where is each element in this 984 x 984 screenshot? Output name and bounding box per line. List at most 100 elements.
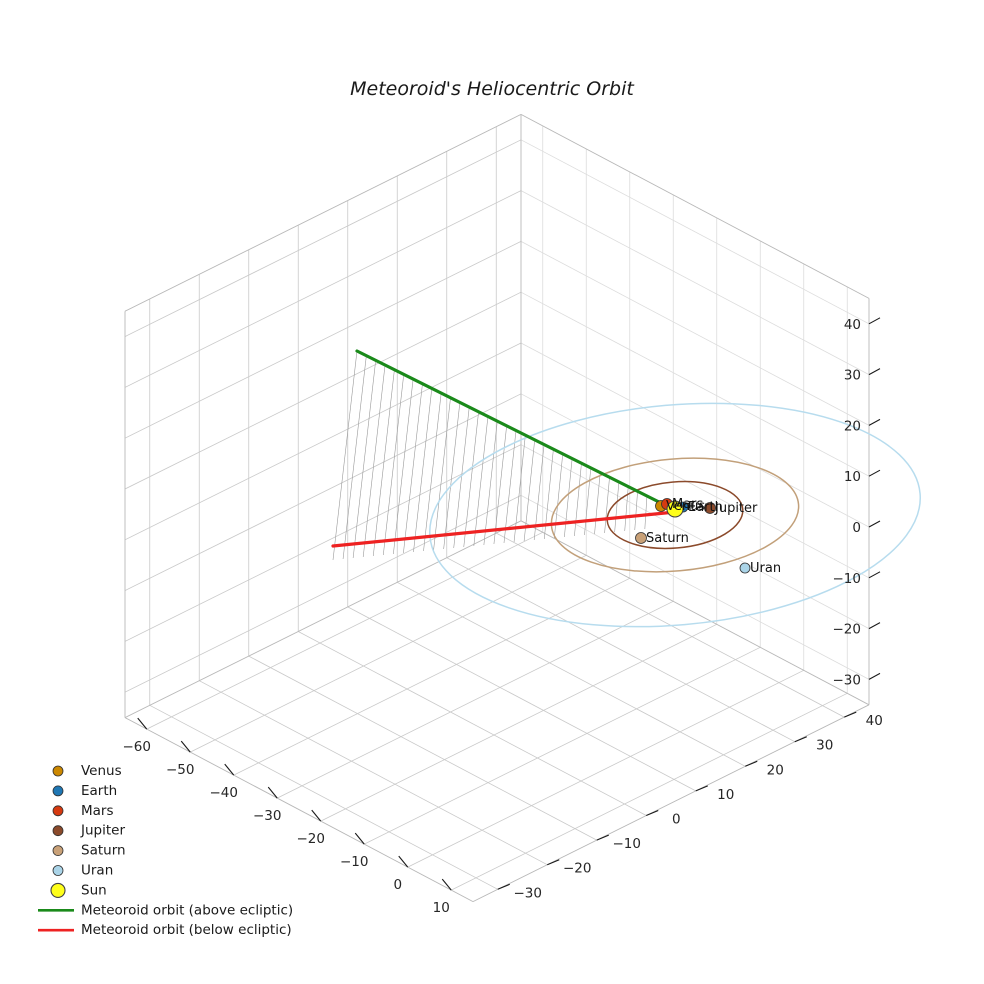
meteoroid-stem (574, 463, 582, 537)
y-tick-label: −10 (613, 836, 642, 852)
meteoroid-stem (463, 411, 479, 548)
z-tick-label: 30 (844, 368, 861, 384)
grid-floor-y (199, 680, 548, 866)
z-tickmark (868, 469, 881, 477)
x-tick-label: −30 (253, 808, 282, 824)
x-tick-label: −20 (297, 831, 326, 847)
body-marker-saturn (635, 532, 647, 544)
z-tickmark (868, 368, 881, 376)
z-tickmark (868, 622, 881, 630)
z-tick-label: −10 (833, 571, 862, 587)
legend-marker-uran[interactable] (52, 865, 64, 876)
pane-edge (124, 717, 474, 902)
x-tickmark (311, 809, 322, 822)
x-tickmark (441, 878, 452, 891)
meteoroid-stem (513, 435, 526, 543)
legend-marker-mars[interactable] (52, 805, 64, 817)
legend-marker-earth[interactable] (52, 785, 64, 797)
z-tick-label: −30 (833, 672, 862, 688)
x-tick-label: 10 (433, 900, 450, 916)
x-tickmark (354, 832, 365, 845)
grid-floor-y (298, 631, 647, 816)
z-tickmark (868, 520, 881, 528)
body-label-venus: Venus (666, 499, 705, 514)
meteoroid-stem (634, 491, 638, 531)
y-tick-label: −20 (563, 861, 592, 877)
meteoroid-stem (533, 444, 545, 541)
meteoroid-stem (594, 472, 601, 535)
grid-floor-x (320, 623, 717, 822)
z-tickmark (868, 418, 881, 426)
meteoroid-stem (423, 393, 442, 552)
y-tickmark (646, 809, 659, 817)
y-tick-label: 0 (672, 812, 681, 828)
legend-label-above-ecliptic: Meteoroid orbit (above ecliptic) (81, 902, 293, 918)
meteoroid-stem (503, 430, 517, 544)
grid-wall-right-horizontal (124, 139, 522, 337)
body-marker-sun (666, 500, 684, 518)
meteoroid-stem (342, 355, 367, 560)
grid-wall-right-horizontal (124, 342, 522, 541)
grid-floor-x (364, 646, 761, 845)
meteoroid-stem (443, 402, 461, 550)
grid-floor-y (446, 557, 795, 743)
z-tickmark (868, 672, 881, 680)
body-label-mars: Mars (672, 497, 704, 512)
y-tick-label: 20 (767, 762, 784, 778)
y-tickmark (547, 859, 560, 866)
legend-label-sun: Sun (81, 882, 107, 898)
y-tickmark (844, 711, 857, 718)
page-title: Meteoroid's Heliocentric Orbit (350, 78, 635, 100)
legend-marker-sun[interactable] (50, 882, 66, 898)
meteoroid-stem (644, 495, 648, 530)
x-tick-label: 0 (393, 877, 402, 893)
legend-label-saturn: Saturn (81, 843, 126, 859)
z-tickmark (868, 317, 881, 325)
y-tickmark (596, 834, 609, 841)
y-tickmark (794, 736, 807, 743)
pane-edge (124, 113, 522, 312)
body-marker-jupiter (704, 502, 716, 514)
x-tick-label: −60 (123, 739, 152, 755)
pane-edge (520, 114, 870, 299)
legend-label-venus: Venus (81, 763, 122, 779)
legend-marker-venus[interactable] (52, 765, 64, 777)
y-tick-label: 30 (816, 738, 833, 754)
legend-marker-saturn[interactable] (52, 845, 64, 856)
x-tickmark (398, 855, 409, 868)
grid-wall-right-horizontal (124, 495, 522, 693)
meteoroid-orbit-below-ecliptic (331, 510, 677, 548)
grid-wall-left-horizontal (520, 190, 870, 375)
meteoroid-stem (413, 388, 433, 553)
legend-label-mars: Mars (81, 803, 114, 819)
grid-floor-x (233, 577, 630, 776)
legend-label-below-ecliptic: Meteoroid orbit (below ecliptic) (81, 922, 292, 938)
body-label-uran: Uran (750, 561, 781, 576)
grid-wall-right-horizontal (124, 241, 522, 439)
pane-edge (472, 704, 870, 903)
pane-edge (520, 520, 870, 706)
meteoroid-stem (382, 374, 405, 556)
meteoroid-stem (584, 467, 592, 536)
y-tickmark (745, 760, 758, 767)
z-tick-label: 40 (844, 317, 861, 333)
x-tick-label: −40 (210, 785, 239, 801)
meteoroid-stem (393, 379, 414, 555)
y-tick-label: 10 (717, 787, 734, 803)
legend-label-jupiter: Jupiter (80, 823, 125, 839)
legend-label-earth: Earth (81, 783, 117, 799)
grid-wall-right-horizontal (124, 444, 522, 642)
y-tick-label: −30 (514, 885, 543, 901)
meteoroid-stem (453, 407, 470, 549)
meteoroid-stem (604, 477, 610, 534)
orbit-ellipse-jupiter (606, 480, 744, 550)
z-tickmark (868, 571, 881, 579)
grid-floor-x (146, 531, 543, 730)
legend-marker-jupiter[interactable] (52, 825, 64, 837)
meteoroid-orbit-above-ecliptic (355, 349, 677, 512)
grid-floor-y (397, 581, 746, 767)
pane-edge (124, 520, 522, 719)
